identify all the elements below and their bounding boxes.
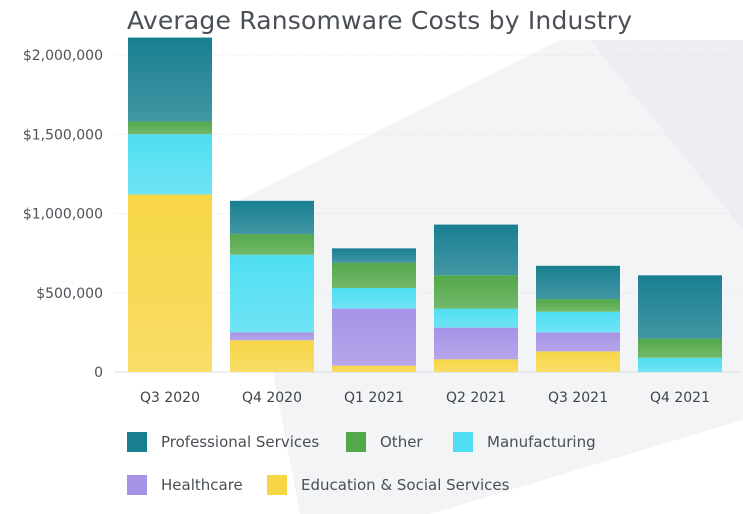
grid-lines (115, 54, 740, 373)
bar-segment[interactable] (638, 275, 722, 339)
legend-label: Other (380, 433, 423, 451)
bar-segment[interactable] (638, 357, 722, 372)
bar-segment[interactable] (434, 224, 518, 276)
x-tick-label: Q1 2021 (344, 390, 404, 406)
bar-segment[interactable] (536, 265, 620, 300)
x-tick-label: Q4 2021 (650, 390, 710, 406)
bar-segment[interactable] (434, 275, 518, 309)
bar-segment[interactable] (434, 359, 518, 372)
x-tick-label: Q2 2021 (446, 390, 506, 406)
bar-segment[interactable] (638, 338, 722, 358)
bars (128, 37, 722, 372)
bar-segment[interactable] (536, 311, 620, 333)
bar-segment[interactable] (332, 365, 416, 372)
legend-label: Professional Services (161, 433, 320, 451)
y-tick-label: $500,000 (36, 286, 103, 302)
x-tick-label: Q3 2020 (140, 390, 200, 406)
bar-segment[interactable] (128, 194, 212, 372)
bar-segment[interactable] (434, 327, 518, 360)
legend-label: Education & Social Services (301, 476, 510, 494)
y-tick-label: $1,500,000 (23, 127, 103, 143)
bar-segment[interactable] (230, 332, 314, 341)
y-axis-ticks: 0 $500,000 $1,000,000 $1,500,000 $2,000,000 (23, 48, 103, 381)
chart-title: Average Ransomware Costs by Industry (127, 6, 633, 35)
bar-segment[interactable] (536, 332, 620, 352)
legend-label: Manufacturing (487, 433, 596, 451)
legend-swatch (127, 475, 147, 495)
legend-item-other[interactable]: Other (346, 432, 423, 452)
bar-segment[interactable] (332, 308, 416, 366)
bar-segment[interactable] (128, 121, 212, 135)
y-tick-label: 0 (94, 365, 103, 381)
x-tick-label: Q4 2020 (242, 390, 302, 406)
legend-swatch (127, 432, 147, 452)
bar-segment[interactable] (230, 254, 314, 333)
bar-segment[interactable] (536, 299, 620, 312)
legend-item-manufacturing[interactable]: Manufacturing (453, 432, 596, 452)
legend-swatch (346, 432, 366, 452)
bar-segment[interactable] (332, 248, 416, 263)
legend-swatch (453, 432, 473, 452)
bar-segment[interactable] (536, 351, 620, 372)
y-tick-label: $2,000,000 (23, 48, 103, 64)
x-tick-label: Q3 2021 (548, 390, 608, 406)
bar-segment[interactable] (332, 287, 416, 309)
bar-segment[interactable] (230, 340, 314, 372)
x-axis-ticks: Q3 2020 Q4 2020 Q1 2021 Q2 2021 Q3 2021 Q4 20… (140, 390, 710, 406)
bar-segment[interactable] (230, 234, 314, 255)
legend-swatch (267, 475, 287, 495)
bar-segment[interactable] (332, 262, 416, 288)
bar-segment[interactable] (128, 134, 212, 195)
legend-item-professional-services[interactable]: Professional Services (127, 432, 319, 452)
bar-segment[interactable] (434, 308, 518, 328)
legend-item-healthcare[interactable]: Healthcare (127, 475, 243, 495)
legend-item-education-social-services[interactable]: Education & Social Services (267, 475, 509, 495)
bar-segment[interactable] (230, 200, 314, 235)
y-tick-label: $1,000,000 (23, 207, 103, 223)
legend-label: Healthcare (161, 476, 243, 494)
bar-segment[interactable] (128, 37, 212, 122)
